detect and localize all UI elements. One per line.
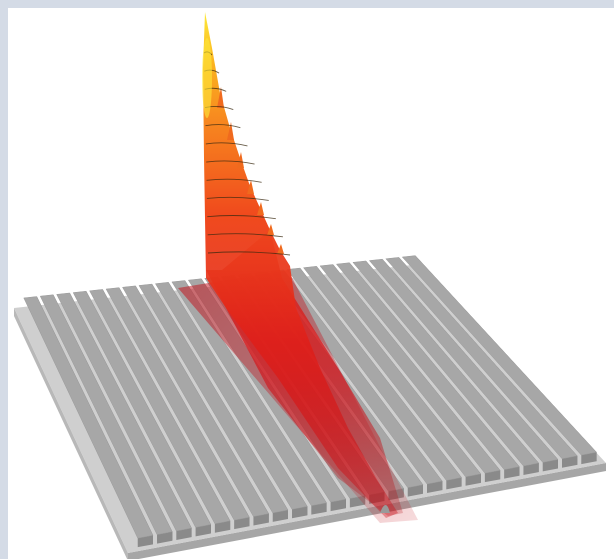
- ridge-top-face: [286, 267, 463, 481]
- waveguide-ridge: [72, 290, 212, 537]
- beam-spike: [217, 87, 224, 108]
- waveguide-ridge: [352, 260, 540, 475]
- ridge-top-face: [72, 290, 212, 528]
- ridge-front-face: [214, 520, 231, 533]
- waveguide-ridge: [401, 255, 598, 465]
- ridge-top-face: [39, 294, 173, 535]
- ridge-front-face: [176, 528, 192, 540]
- ridge-front-face: [523, 463, 539, 475]
- ridge-top-face: [368, 258, 559, 463]
- ridge-top-face: [56, 292, 192, 532]
- ridge-front-face: [465, 473, 481, 486]
- ridge-top-face: [23, 296, 154, 539]
- ridge-top-face: [385, 257, 578, 460]
- substrate-left-edge: [14, 308, 128, 559]
- ridge-top-face: [335, 262, 520, 470]
- beam-contour-line: [206, 178, 262, 183]
- beam-contour-line: [205, 124, 241, 129]
- beam-contour-line: [207, 215, 276, 220]
- ridge-top-face: [352, 260, 540, 467]
- beam-spike: [267, 224, 274, 235]
- waveguide-ridge: [138, 283, 289, 522]
- ridge-front-face: [562, 455, 578, 468]
- waveguide-ridge: [56, 292, 192, 540]
- waveguide-ridge: [89, 289, 231, 533]
- ridge-front-face: [407, 484, 423, 497]
- ridge-front-face: [292, 506, 308, 519]
- waveguide-ridge: [23, 296, 154, 548]
- beam-spike: [257, 202, 264, 215]
- waveguide-array-figure: [14, 12, 606, 559]
- ridge-top-face: [401, 255, 598, 456]
- substrate-front-edge: [128, 463, 606, 559]
- beam-contour-line: [206, 160, 255, 165]
- ridge-front-face: [504, 466, 520, 479]
- beam-spike: [227, 122, 234, 140]
- ridge-front-face: [195, 524, 211, 537]
- ridge-front-face: [330, 499, 346, 512]
- ridge-front-face: [484, 470, 501, 483]
- ridge-front-face: [427, 481, 443, 494]
- waveguide-ridge: [171, 280, 327, 515]
- ridge-front-face: [542, 459, 558, 472]
- beam-peak-glow: [202, 38, 212, 118]
- beam-spike: [237, 152, 244, 168]
- ridge-top-face: [105, 287, 250, 521]
- ridge-top-face: [319, 264, 501, 474]
- waveguide-ridge: [385, 257, 578, 468]
- ridge-front-face: [581, 452, 597, 465]
- ridge-top-face: [89, 289, 231, 525]
- beam-contour-line: [207, 233, 283, 238]
- waveguide-ridge: [122, 285, 270, 526]
- beam-contour-line: [205, 142, 248, 147]
- beam-spike: [277, 244, 284, 254]
- ridge-front-face: [137, 535, 153, 548]
- beam-spike: [247, 180, 254, 194]
- waveguide-ridge: [368, 258, 559, 472]
- ridge-top-face: [155, 282, 308, 510]
- ridge-front-face: [253, 513, 269, 526]
- ridge-top-face: [138, 283, 289, 514]
- figure-canvas: [8, 8, 614, 559]
- waveguide-ridge: [155, 282, 308, 519]
- waveguide-ridge: [105, 287, 250, 530]
- ridge-top-face: [122, 285, 270, 517]
- beam-intensity-sheet: [203, 12, 398, 518]
- beam-contour-line: [207, 251, 291, 256]
- beam-contour-line: [206, 196, 269, 201]
- ridge-front-face: [272, 510, 288, 522]
- ridge-front-face: [311, 502, 327, 515]
- waveguide-ridge: [335, 262, 520, 479]
- light-beam-intensity: [178, 12, 418, 523]
- waveguide-ridge: [303, 266, 482, 486]
- ridge-front-face: [234, 517, 250, 530]
- ridge-front-face: [446, 477, 462, 490]
- waveguide-ridge: [319, 264, 501, 483]
- beam-residual-bump: [380, 505, 390, 513]
- ridge-top-face: [171, 280, 327, 506]
- waveguide-ridge: [39, 294, 173, 544]
- waveguide-ridge: [286, 267, 463, 490]
- ridge-front-face: [157, 531, 173, 544]
- ridge-top-face: [303, 266, 482, 478]
